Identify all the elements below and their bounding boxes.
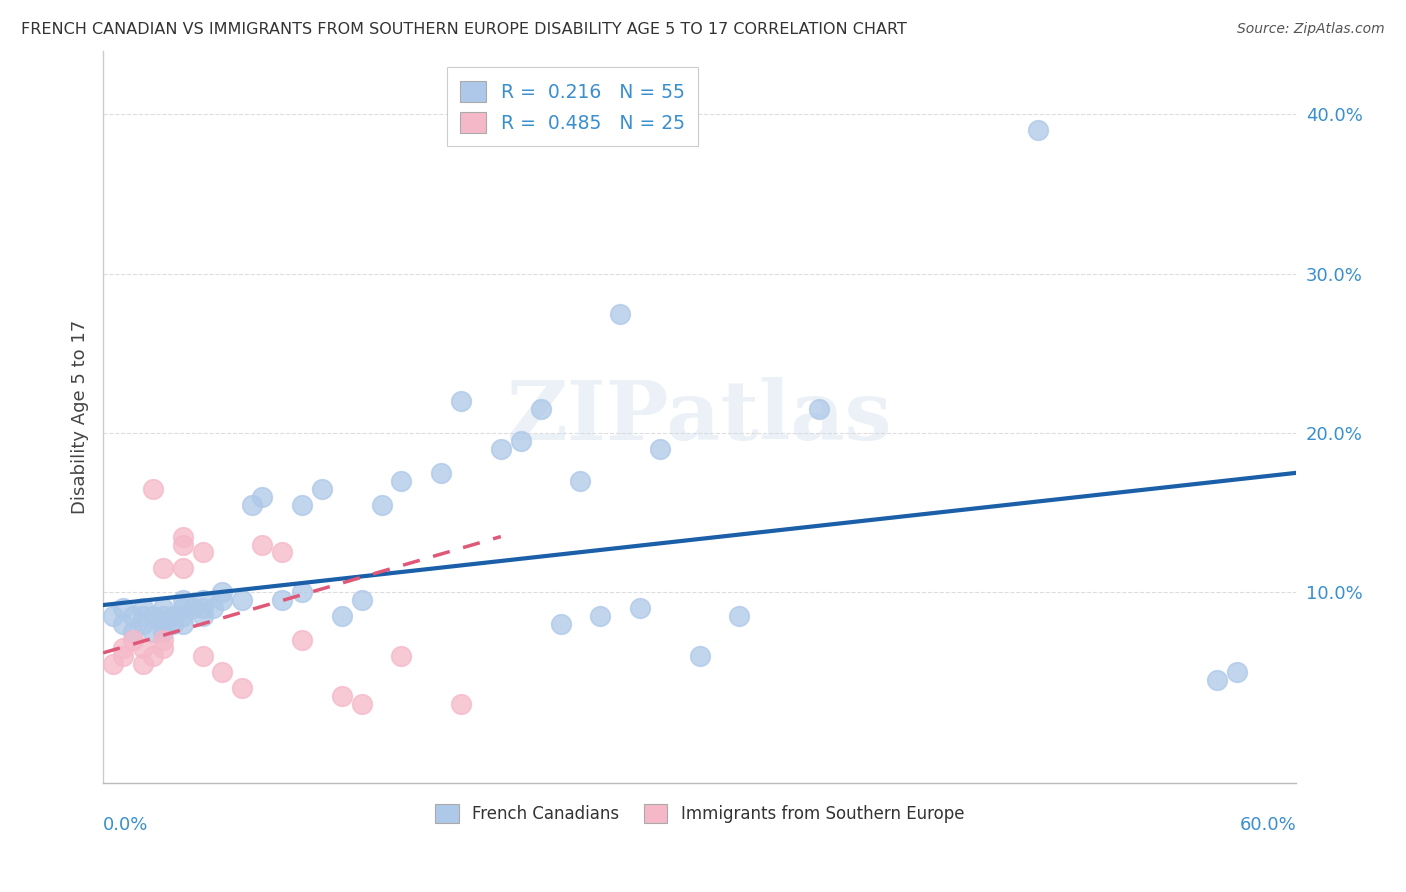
Point [509, 434, 531, 448]
Point [330, 689, 353, 703]
Point [1026, 123, 1049, 137]
Point [689, 648, 711, 663]
Point [231, 593, 253, 607]
Point [391, 648, 413, 663]
Point [250, 490, 273, 504]
Text: ZIPatlas: ZIPatlas [508, 377, 893, 457]
Point [152, 625, 174, 640]
Point [101, 657, 124, 671]
Text: FRENCH CANADIAN VS IMMIGRANTS FROM SOUTHERN EUROPE DISABILITY AGE 5 TO 17 CORREL: FRENCH CANADIAN VS IMMIGRANTS FROM SOUTH… [21, 22, 907, 37]
Point [101, 609, 124, 624]
Point [152, 561, 174, 575]
Point [191, 648, 214, 663]
Point [132, 601, 155, 615]
Point [132, 657, 155, 671]
Point [728, 609, 751, 624]
Point [152, 641, 174, 656]
Point [132, 609, 155, 624]
Point [111, 617, 134, 632]
Point [191, 545, 214, 559]
Point [450, 697, 472, 711]
Point [191, 593, 214, 607]
Point [152, 617, 174, 632]
Point [648, 442, 671, 456]
Point [142, 625, 165, 640]
Point [172, 537, 194, 551]
Point [172, 593, 194, 607]
Point [1226, 665, 1249, 679]
Point [172, 617, 194, 632]
Point [271, 593, 294, 607]
Point [530, 402, 553, 417]
Point [122, 609, 145, 624]
Point [211, 585, 233, 599]
Point [1205, 673, 1227, 687]
Point [162, 617, 184, 632]
Point [132, 641, 155, 656]
Point [142, 609, 165, 624]
Point [291, 585, 314, 599]
Point [132, 617, 155, 632]
Point [111, 641, 134, 656]
Point [291, 498, 314, 512]
Point [111, 648, 134, 663]
Point [350, 697, 373, 711]
Point [450, 394, 472, 409]
Point [152, 609, 174, 624]
Point [271, 545, 294, 559]
Point [191, 601, 214, 615]
Point [172, 601, 194, 615]
Point [181, 601, 204, 615]
Point [142, 648, 165, 663]
Point [231, 681, 253, 695]
Point [550, 617, 572, 632]
Text: Source: ZipAtlas.com: Source: ZipAtlas.com [1237, 22, 1385, 37]
Legend: French Canadians, Immigrants from Southern Europe: French Canadians, Immigrants from Southe… [429, 797, 972, 830]
Point [211, 593, 233, 607]
Point [172, 561, 194, 575]
Point [291, 633, 314, 648]
Point [589, 609, 612, 624]
Text: 60.0%: 60.0% [1240, 816, 1296, 835]
Point [152, 633, 174, 648]
Point [311, 482, 333, 496]
Y-axis label: Disability Age 5 to 17: Disability Age 5 to 17 [72, 320, 89, 514]
Point [430, 466, 453, 480]
Point [330, 609, 353, 624]
Point [569, 474, 592, 488]
Point [489, 442, 512, 456]
Point [370, 498, 392, 512]
Point [162, 609, 184, 624]
Point [152, 601, 174, 615]
Point [172, 609, 194, 624]
Point [350, 593, 373, 607]
Point [201, 601, 224, 615]
Text: 0.0%: 0.0% [103, 816, 149, 835]
Point [240, 498, 263, 512]
Point [111, 601, 134, 615]
Point [391, 474, 413, 488]
Point [211, 665, 233, 679]
Point [628, 601, 651, 615]
Point [172, 530, 194, 544]
Point [191, 609, 214, 624]
Point [250, 537, 273, 551]
Point [142, 482, 165, 496]
Point [609, 306, 631, 320]
Point [808, 402, 831, 417]
Point [122, 625, 145, 640]
Point [122, 633, 145, 648]
